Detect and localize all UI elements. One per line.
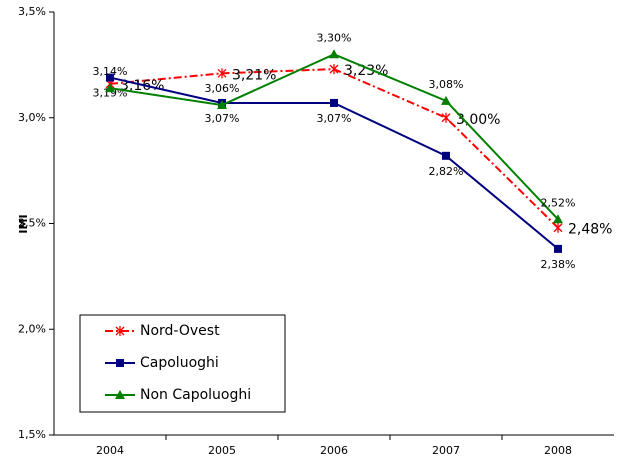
point — [105, 83, 115, 93]
point — [329, 49, 339, 59]
point — [330, 98, 338, 107]
data-label: 2,82% — [429, 165, 464, 178]
x-tick-label: 2004 — [96, 444, 124, 457]
x-tick-label: 2008 — [544, 444, 572, 457]
data-label: 3,30% — [317, 31, 352, 44]
legend: Nord-Ovest Capoluoghi Non Capoluoghi — [79, 314, 286, 413]
data-label: 3,07% — [317, 112, 352, 125]
point — [217, 68, 227, 79]
x-tick-label: 2007 — [432, 444, 460, 457]
data-label: 3,08% — [429, 78, 464, 91]
data-label: 2,52% — [541, 196, 576, 209]
data-label: 3,14% — [93, 65, 128, 78]
point — [217, 100, 227, 110]
point — [553, 222, 563, 233]
data-label: 2,38% — [541, 258, 576, 271]
legend-label: Nord-Ovest — [140, 323, 220, 339]
legend-marker — [115, 390, 125, 399]
point — [441, 95, 451, 105]
data-label: 3,06% — [205, 82, 240, 95]
legend-label: Capoluoghi — [140, 355, 219, 371]
y-tick-label: 2,0% — [18, 322, 46, 335]
y-tick-label: 3,5% — [18, 5, 46, 18]
point — [553, 214, 563, 224]
point — [441, 112, 451, 123]
point — [106, 73, 114, 82]
point — [554, 244, 562, 253]
point — [329, 64, 339, 75]
data-label: 3,21% — [232, 67, 276, 83]
y-axis-label: IMI — [17, 214, 30, 233]
y-tick-label: 1,5% — [18, 428, 46, 441]
y-tick-label: 3,0% — [18, 111, 46, 124]
legend-label: Non Capoluoghi — [140, 387, 251, 403]
series-line — [109, 53, 559, 220]
x-tick-label: 2005 — [208, 444, 236, 457]
legend-marker — [116, 359, 124, 367]
data-label: 3,07% — [205, 112, 240, 125]
point — [442, 151, 450, 160]
y-tick-label: 2,5% — [18, 217, 46, 230]
data-label: 3,23% — [344, 63, 388, 79]
legend-marker — [115, 326, 125, 336]
data-label: 2,48% — [568, 222, 612, 238]
x-tick-label: 2006 — [320, 444, 348, 457]
